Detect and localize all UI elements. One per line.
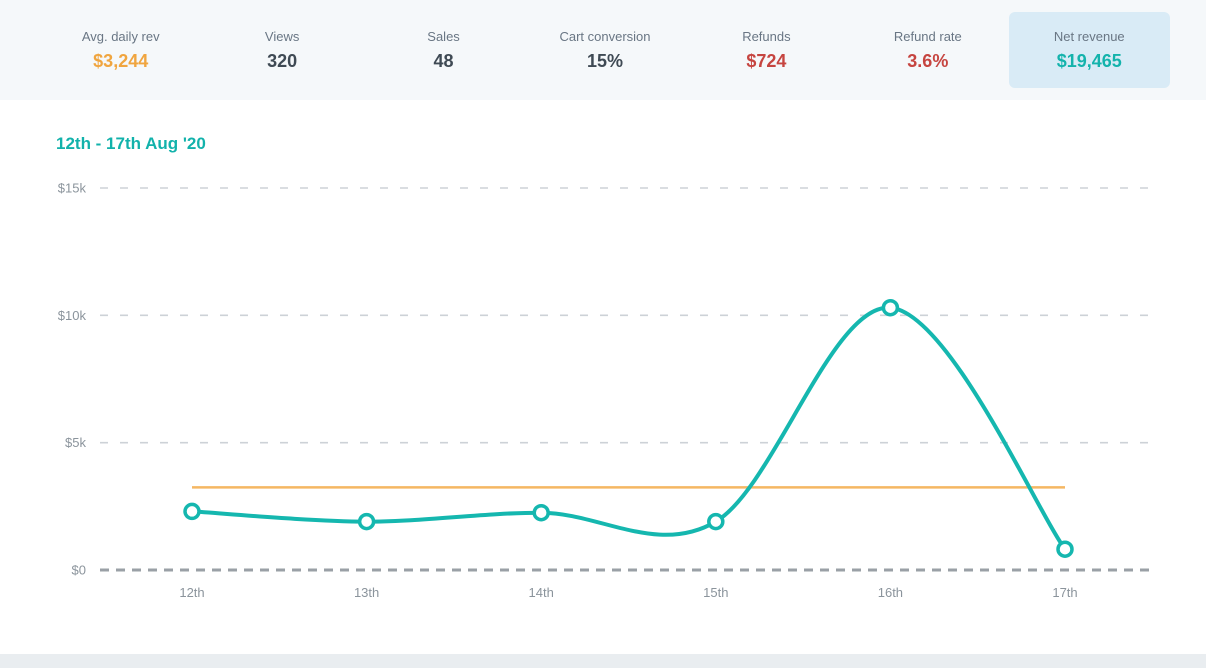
revenue-line-chart: $0 $5k $10k $15k 12th 13th 14th 15th 16th 17th: [58, 181, 1152, 600]
revenue-line: [190, 305, 1067, 552]
stat-label: Refund rate: [893, 28, 962, 44]
data-point-14th[interactable]: [532, 503, 550, 522]
y-tick-label: $10k: [58, 308, 87, 323]
x-tick-label: 12th: [179, 585, 204, 600]
y-tick-label: $0: [72, 563, 86, 578]
stat-sales[interactable]: Sales 48: [363, 12, 524, 88]
x-tick-label: 14th: [529, 585, 554, 600]
data-point-12th[interactable]: [183, 502, 201, 521]
revenue-analytics-dashboard: Avg. daily rev $3,244 Views 320 Sales 48…: [0, 0, 1206, 654]
stat-label: Net revenue: [1053, 28, 1125, 44]
x-tick-label: 17th: [1052, 585, 1077, 600]
stat-label: Sales: [427, 28, 460, 44]
stat-label: Refunds: [742, 28, 791, 44]
stats-bar: Avg. daily rev $3,244 Views 320 Sales 48…: [0, 0, 1206, 100]
stat-label: Cart conversion: [559, 28, 651, 44]
data-point-17th[interactable]: [1056, 540, 1074, 558]
data-point-13th[interactable]: [357, 512, 376, 531]
stat-refund-rate[interactable]: Refund rate 3.6%: [847, 12, 1008, 88]
stat-value: $19,465: [1056, 50, 1122, 71]
data-point-15th[interactable]: [707, 512, 725, 531]
revenue-chart-card: 12th - 17th Aug '20 $0 $5k $10k $15k 12th 13t…: [0, 100, 1206, 654]
stat-value: $3,244: [93, 50, 149, 71]
stat-value: 3.6%: [907, 50, 949, 71]
stat-value: $724: [746, 50, 787, 71]
stat-label: Views: [264, 28, 300, 44]
x-tick-label: 13th: [354, 585, 379, 600]
stat-value: 48: [433, 50, 454, 71]
stat-label: Avg. daily rev: [81, 28, 160, 44]
stat-value: 320: [267, 50, 298, 71]
stat-refunds[interactable]: Refunds $724: [686, 12, 847, 88]
data-point-16th[interactable]: [881, 298, 900, 317]
stat-avg-daily-rev[interactable]: Avg. daily rev $3,244: [40, 12, 201, 88]
stat-views[interactable]: Views 320: [201, 12, 362, 88]
y-tick-label: $15k: [58, 181, 87, 196]
y-tick-label: $5k: [65, 435, 86, 450]
stat-value: 15%: [586, 50, 623, 71]
stat-cart-conversion[interactable]: Cart conversion 15%: [524, 12, 685, 88]
chart-title: 12th - 17th Aug '20: [56, 134, 206, 153]
stat-net-revenue-selected[interactable]: Net revenue $19,465: [1008, 12, 1170, 88]
x-tick-label: 16th: [878, 585, 903, 600]
x-tick-label: 15th: [703, 585, 728, 600]
